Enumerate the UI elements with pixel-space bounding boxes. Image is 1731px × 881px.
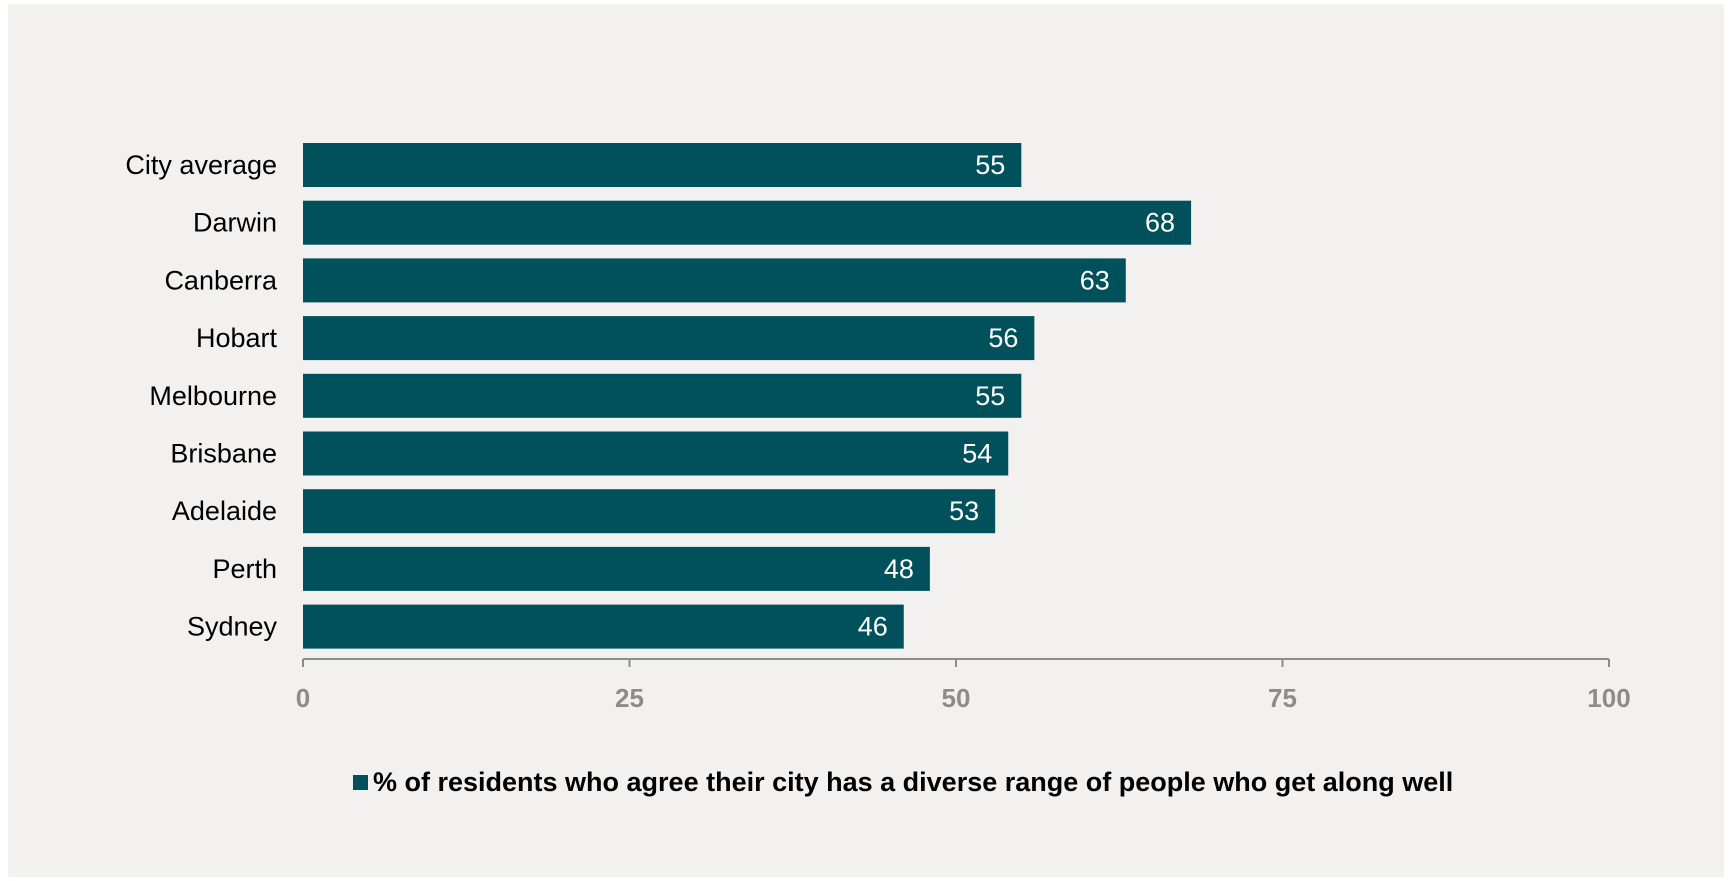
x-axis: 0 25 50 75 100 (296, 658, 1631, 713)
x-tick-label: 75 (1268, 683, 1297, 713)
bar (303, 431, 1009, 476)
bar (303, 604, 904, 649)
x-tick-label: 50 (942, 683, 971, 713)
data-label: 63 (1080, 265, 1110, 295)
bar (303, 489, 996, 534)
category-label: Brisbane (170, 439, 277, 469)
x-tick-label: 0 (296, 683, 310, 713)
category-label: Perth (212, 554, 277, 584)
legend-label: % of residents who agree their city has … (373, 767, 1454, 797)
category-label: Canberra (164, 265, 278, 295)
bar (303, 373, 1022, 418)
bar (303, 258, 1126, 303)
data-label: 54 (962, 439, 992, 469)
data-label: 55 (975, 150, 1005, 180)
data-label: 46 (858, 612, 888, 642)
category-label: Adelaide (172, 496, 277, 526)
data-label: 53 (949, 496, 979, 526)
bar (303, 143, 1022, 187)
category-label: Melbourne (149, 381, 277, 411)
x-tick-label: 100 (1587, 683, 1630, 713)
legend-swatch (353, 775, 368, 790)
bar (303, 200, 1192, 245)
data-label: 56 (988, 323, 1018, 353)
category-label: Darwin (193, 208, 277, 238)
x-tick-label: 25 (615, 683, 644, 713)
category-label: City average (125, 150, 277, 180)
bars-layer: City average 55 Darwin 68 Canberra 63 Hobart 56… (125, 143, 1192, 649)
bar (303, 546, 930, 591)
data-label: 55 (975, 381, 1005, 411)
data-label: 48 (884, 554, 914, 584)
data-label: 68 (1145, 208, 1175, 238)
category-label: Hobart (196, 323, 278, 353)
legend: % of residents who agree their city has … (353, 767, 1453, 798)
bar (303, 316, 1035, 361)
category-label: Sydney (187, 612, 278, 642)
